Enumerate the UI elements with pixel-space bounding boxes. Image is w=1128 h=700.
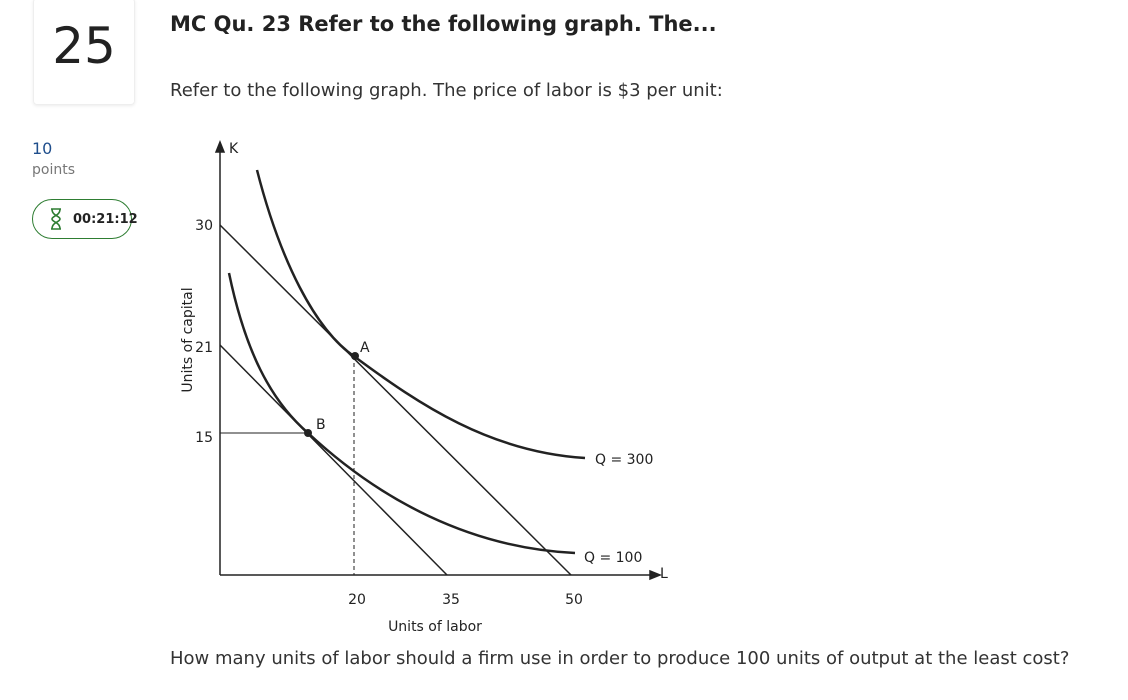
y-axis-letter: K: [229, 141, 239, 157]
x-arrow: [649, 569, 663, 581]
y-label: 21: [195, 340, 213, 356]
x-label: 35: [442, 592, 460, 608]
points-label: points: [32, 162, 75, 178]
point-a: [351, 352, 359, 360]
question-text: How many units of labor should a firm us…: [170, 648, 1070, 669]
question-number: 25: [52, 17, 116, 75]
x-label: 20: [348, 592, 366, 608]
timer[interactable]: 00:21:12: [32, 199, 138, 239]
graph: K L Units of capital Units of labor 30 2…: [180, 139, 668, 635]
y-axis-title: Units of capital: [180, 287, 196, 392]
points-value: 10: [32, 139, 53, 158]
question-number-box: 25: [33, 0, 135, 105]
isocost-low: [219, 344, 448, 576]
y-label: 15: [195, 430, 213, 446]
point-label: A: [360, 340, 370, 356]
question-prompt: Refer to the following graph. The price …: [170, 80, 723, 101]
timer-text: 00:21:12: [73, 212, 138, 227]
isoquant-100: [227, 272, 576, 555]
hourglass-icon: [51, 208, 61, 230]
x-axis-letter: L: [660, 566, 668, 582]
curve-label: Q = 300: [595, 452, 653, 468]
y-label: 30: [195, 218, 213, 234]
y-arrow: [214, 139, 226, 153]
x-axis-title: Units of labor: [388, 619, 482, 635]
point-b: [304, 429, 312, 437]
x-label: 50: [565, 592, 583, 608]
point-label: B: [316, 417, 326, 433]
question-title: MC Qu. 23 Refer to the following graph. …: [170, 12, 717, 36]
isocost-high: [219, 224, 572, 576]
curve-label: Q = 100: [584, 550, 642, 566]
isoquant-300: [255, 169, 586, 460]
